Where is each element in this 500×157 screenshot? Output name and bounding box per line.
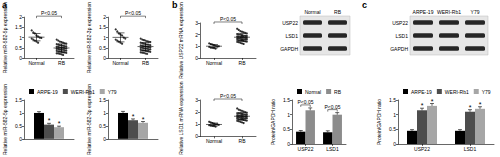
svg-text:RB: RB	[58, 60, 66, 66]
svg-text:0.5: 0.5	[283, 126, 290, 132]
svg-text:LSD1: LSD1	[464, 146, 477, 152]
svg-text:Normal: Normal	[112, 60, 128, 66]
svg-text:1.5: 1.5	[283, 97, 290, 103]
svg-text:1: 1	[195, 43, 198, 49]
svg-text:USP22: USP22	[282, 20, 298, 26]
svg-text:1.5: 1.5	[15, 24, 22, 30]
svg-text:Normal: Normal	[206, 138, 222, 144]
svg-text:1: 1	[103, 110, 106, 116]
svg-text:1: 1	[19, 110, 22, 116]
svg-text:2: 2	[195, 32, 198, 38]
svg-text:Relative USP22 mRNA expression: Relative USP22 mRNA expression	[178, 2, 184, 79]
svg-text:Relative miR-582-3p expression: Relative miR-582-3p expression	[86, 2, 92, 73]
svg-text:*: *	[48, 117, 51, 124]
svg-text:2: 2	[103, 14, 106, 20]
svg-text:RB: RB	[239, 138, 247, 144]
svg-text:Y79: Y79	[471, 9, 480, 15]
svg-text:*: *	[431, 98, 434, 105]
svg-text:USP22: USP22	[414, 146, 430, 152]
svg-text:0: 0	[19, 55, 22, 61]
svg-text:ARPE-19: ARPE-19	[413, 9, 434, 15]
svg-text:Y79: Y79	[482, 89, 491, 95]
svg-text:0.5: 0.5	[389, 126, 396, 132]
svg-text:1.5: 1.5	[99, 97, 106, 103]
svg-text:Normal: Normal	[28, 60, 44, 66]
svg-text:Relative miR-582-3p expression: Relative miR-582-3p expression	[86, 83, 92, 155]
svg-text:Relative LSD1 mRNA expression: Relative LSD1 mRNA expression	[178, 81, 184, 155]
svg-text:RB: RB	[334, 9, 342, 15]
svg-text:1: 1	[287, 112, 290, 118]
svg-text:WERI-Rb1: WERI-Rb1	[437, 9, 461, 15]
svg-text:Y79: Y79	[108, 89, 117, 95]
svg-text:LSD1: LSD1	[285, 33, 298, 39]
svg-text:ARPE-19: ARPE-19	[411, 89, 432, 95]
svg-text:2: 2	[195, 109, 198, 115]
svg-text:P<0.05: P<0.05	[125, 10, 141, 16]
svg-text:0: 0	[195, 55, 198, 61]
svg-text:RB: RB	[142, 60, 150, 66]
svg-text:0: 0	[393, 141, 396, 147]
svg-text:0: 0	[195, 133, 198, 139]
svg-text:LSD1: LSD1	[395, 33, 408, 39]
svg-text:P<0.05: P<0.05	[220, 16, 236, 22]
svg-text:3: 3	[195, 20, 198, 26]
svg-text:ARPE-19: ARPE-19	[37, 89, 58, 95]
svg-text:P<0.05: P<0.05	[220, 93, 236, 99]
svg-text:1.5: 1.5	[389, 97, 396, 103]
svg-text:Relative miR-582-5p expression: Relative miR-582-5p expression	[2, 84, 8, 155]
svg-text:1.5: 1.5	[99, 24, 106, 30]
svg-text:0: 0	[103, 55, 106, 61]
svg-text:1.5: 1.5	[15, 97, 22, 103]
svg-text:1: 1	[393, 112, 396, 118]
svg-text:0.5: 0.5	[15, 123, 22, 129]
svg-text:1: 1	[103, 35, 106, 41]
svg-text:1: 1	[19, 35, 22, 41]
svg-text:2: 2	[19, 14, 22, 20]
svg-text:P<0.05: P<0.05	[298, 99, 314, 105]
svg-text:0: 0	[287, 141, 290, 147]
svg-text:WERI-Rb1: WERI-Rb1	[445, 89, 469, 95]
svg-text:P<0.05: P<0.05	[41, 10, 57, 16]
svg-text:0.5: 0.5	[15, 45, 22, 51]
svg-text:P<0.05: P<0.05	[325, 104, 341, 110]
svg-text:WERI-Rb1: WERI-Rb1	[71, 89, 95, 95]
svg-text:USP22: USP22	[298, 146, 314, 152]
svg-text:*: *	[469, 104, 472, 111]
svg-text:1: 1	[195, 121, 198, 127]
svg-text:Relative miR-582-5p expression: Relative miR-582-5p expression	[2, 2, 8, 73]
svg-text:GAPDH: GAPDH	[280, 46, 298, 52]
svg-text:Protein/GAPDH ratio: Protein/GAPDH ratio	[376, 99, 382, 145]
svg-text:0: 0	[19, 136, 22, 142]
svg-text:RB: RB	[239, 60, 247, 66]
svg-text:Normal: Normal	[305, 89, 321, 95]
svg-text:0.5: 0.5	[99, 45, 106, 51]
svg-text:Normal: Normal	[206, 60, 222, 66]
svg-text:LSD1: LSD1	[326, 146, 339, 152]
svg-text:Normal: Normal	[304, 9, 320, 15]
svg-text:USP22: USP22	[392, 20, 408, 26]
svg-text:Protein/GAPDH ratio: Protein/GAPDH ratio	[270, 99, 276, 145]
svg-text:c: c	[362, 0, 367, 10]
svg-text:*: *	[479, 101, 482, 108]
svg-text:GAPDH: GAPDH	[390, 46, 408, 52]
svg-text:*: *	[421, 102, 424, 109]
svg-text:*: *	[58, 120, 61, 127]
svg-text:*: *	[142, 116, 145, 123]
svg-text:3: 3	[195, 97, 198, 103]
svg-text:0.5: 0.5	[99, 123, 106, 129]
svg-text:0: 0	[103, 136, 106, 142]
svg-text:*: *	[132, 113, 135, 120]
svg-text:RB: RB	[334, 89, 342, 95]
